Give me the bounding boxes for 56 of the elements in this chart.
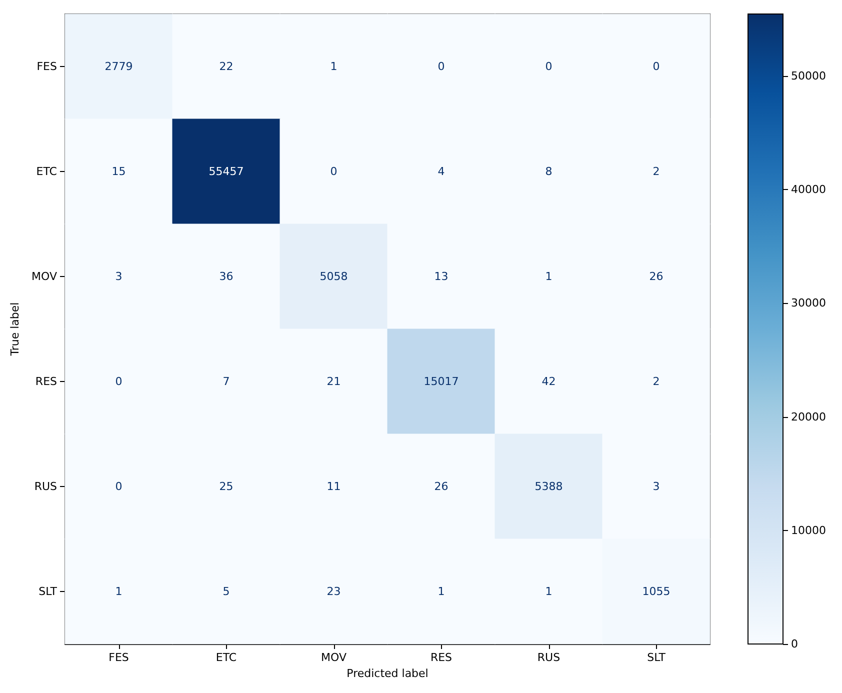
x-tick-label: RUS	[537, 651, 560, 664]
data-label: 13	[434, 270, 448, 283]
data-label: 1055	[642, 585, 670, 598]
x-tick-label: MOV	[321, 651, 347, 664]
y-tick-label: SLT	[38, 585, 58, 598]
data-label: 2779	[104, 60, 133, 73]
data-label: 1	[545, 270, 552, 283]
data-label: 26	[434, 480, 448, 493]
y-tick-label: RES	[35, 375, 58, 388]
data-label: 15017	[424, 375, 459, 388]
data-label: 8	[545, 165, 552, 178]
x-tick-label: FES	[108, 651, 129, 664]
data-label: 0	[545, 60, 552, 73]
x-tick-label: RES	[430, 651, 452, 664]
data-label: 1	[330, 60, 338, 73]
x-tick-label: ETC	[216, 651, 237, 664]
color-bar-label: 30000	[791, 296, 826, 310]
y-axis-title: True label	[8, 302, 22, 357]
data-label: 23	[326, 585, 341, 598]
data-label: 26	[649, 270, 664, 283]
data-label: 0	[115, 375, 122, 388]
data-label: 22	[219, 60, 234, 73]
data-label: 0	[330, 165, 338, 178]
data-label: 0	[438, 60, 445, 73]
data-label: 0	[652, 60, 660, 73]
data-label: 21	[326, 375, 341, 388]
data-label: 25	[219, 480, 234, 493]
data-label: 36	[219, 270, 234, 283]
data-label: 0	[115, 480, 122, 493]
data-label: 5058	[320, 270, 348, 283]
color-bar-label: 10000	[791, 524, 826, 537]
color-bar-label: 0	[791, 638, 798, 650]
data-label: 1	[115, 585, 122, 598]
data-label: 3	[115, 270, 122, 283]
data-label: 5	[222, 585, 230, 598]
x-tick-label: SLT	[647, 651, 666, 664]
y-tick-label: MOV	[32, 270, 58, 283]
data-label: 2	[652, 165, 660, 178]
color-bar-label: 20000	[791, 410, 826, 424]
data-label: 42	[542, 375, 556, 388]
y-tick-label: ETC	[36, 165, 58, 178]
data-label: 7	[222, 375, 230, 388]
data-label: 1	[438, 585, 445, 598]
data-label: 55457	[208, 165, 244, 178]
data-label: 15	[112, 165, 126, 178]
data-label: 3	[652, 480, 660, 493]
data-label: 5388	[534, 480, 563, 493]
x-axis-title: Predicted label	[346, 667, 428, 680]
color-bar-label: 50000	[791, 69, 826, 82]
data-label: 1	[545, 585, 552, 598]
y-tick-label: RUS	[34, 480, 58, 493]
color-bar-label: 40000	[791, 183, 826, 196]
data-label: 2	[652, 375, 660, 388]
data-label: 11	[326, 480, 341, 493]
y-tick-label: FES	[36, 60, 58, 73]
data-label: 4	[438, 165, 445, 178]
